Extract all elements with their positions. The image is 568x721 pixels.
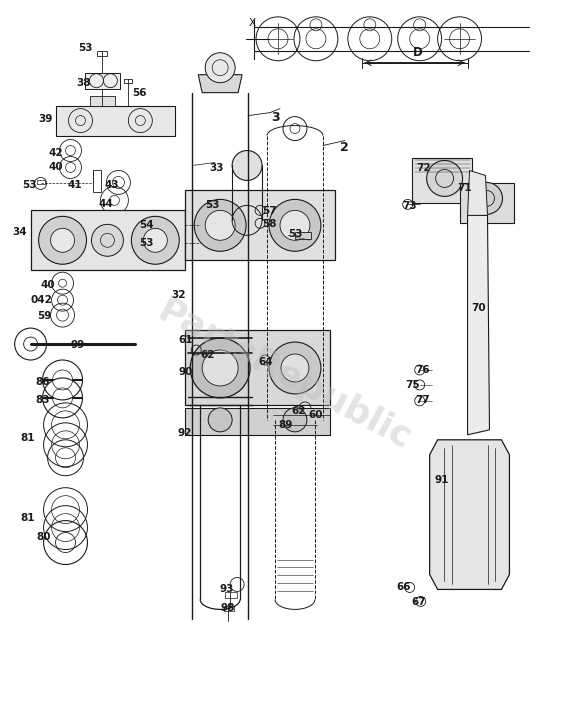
Text: 34: 34 [12, 227, 27, 237]
Circle shape [280, 211, 310, 240]
Text: 042: 042 [31, 295, 52, 305]
Text: 33: 33 [209, 164, 224, 174]
Polygon shape [429, 440, 509, 590]
Text: 64: 64 [258, 357, 273, 367]
Text: 83: 83 [36, 395, 50, 405]
Circle shape [51, 229, 74, 252]
Text: 92: 92 [177, 428, 191, 438]
Text: 54: 54 [139, 221, 154, 230]
Text: 75: 75 [406, 380, 420, 390]
Text: 89: 89 [278, 420, 293, 430]
Text: 70: 70 [471, 303, 486, 313]
Text: 81: 81 [20, 513, 35, 523]
Text: 99: 99 [70, 340, 85, 350]
Text: 53: 53 [139, 238, 154, 248]
Text: 60: 60 [308, 410, 323, 420]
Text: 56: 56 [132, 88, 147, 97]
Polygon shape [185, 408, 330, 435]
Circle shape [91, 224, 123, 256]
Text: 53: 53 [288, 229, 303, 239]
Text: 44: 44 [98, 200, 113, 209]
Text: 66: 66 [396, 583, 411, 593]
Text: 41: 41 [68, 180, 82, 190]
Text: 98: 98 [220, 603, 235, 614]
Circle shape [202, 350, 238, 386]
Text: 40: 40 [49, 162, 63, 172]
Text: 3: 3 [271, 111, 279, 124]
Text: 67: 67 [412, 598, 427, 607]
Text: 53: 53 [23, 180, 37, 190]
Bar [412, 159, 471, 203]
Text: 73: 73 [403, 201, 417, 211]
Bar [36, 180, 44, 185]
Circle shape [281, 354, 309, 382]
Text: X: X [249, 18, 256, 28]
Circle shape [39, 216, 86, 264]
Text: 77: 77 [416, 395, 431, 405]
Text: 59: 59 [37, 311, 52, 321]
Polygon shape [90, 96, 115, 105]
Bar [225, 593, 237, 598]
Circle shape [190, 338, 250, 398]
Text: 80: 80 [36, 531, 51, 541]
Text: 58: 58 [262, 219, 277, 229]
Text: PartsRepublic: PartsRepublic [151, 293, 417, 456]
Text: 2: 2 [340, 141, 349, 154]
Text: 40: 40 [40, 280, 55, 290]
Circle shape [269, 342, 321, 394]
Text: 57: 57 [262, 206, 277, 216]
Circle shape [194, 200, 246, 251]
Polygon shape [467, 216, 490, 435]
Circle shape [232, 151, 262, 180]
Bar [460, 183, 515, 224]
Text: 53: 53 [205, 200, 220, 211]
Text: D: D [413, 46, 423, 59]
Text: 93: 93 [219, 585, 233, 594]
Circle shape [205, 53, 235, 83]
Polygon shape [56, 105, 176, 136]
Bar [190, 240, 206, 247]
Bar [224, 606, 234, 611]
Polygon shape [185, 330, 330, 405]
Text: 71: 71 [458, 183, 472, 193]
Text: 53: 53 [78, 43, 93, 53]
Circle shape [143, 229, 168, 252]
Circle shape [131, 216, 179, 264]
Text: 86: 86 [36, 377, 50, 387]
Text: 43: 43 [105, 180, 119, 190]
Text: 90: 90 [178, 367, 193, 377]
Text: 72: 72 [417, 164, 431, 174]
Polygon shape [86, 73, 120, 89]
Bar [124, 79, 132, 83]
Text: 76: 76 [416, 365, 431, 375]
Bar [98, 50, 107, 56]
Text: 62: 62 [200, 350, 215, 360]
Circle shape [205, 211, 235, 240]
Circle shape [283, 408, 307, 432]
Text: 81: 81 [20, 433, 35, 443]
Polygon shape [185, 190, 335, 260]
Text: 42: 42 [49, 148, 63, 157]
Text: 61: 61 [178, 335, 193, 345]
Text: 32: 32 [172, 290, 186, 300]
Polygon shape [198, 75, 242, 93]
Text: 91: 91 [435, 474, 449, 485]
Text: 38: 38 [77, 78, 91, 88]
Polygon shape [31, 211, 185, 270]
Circle shape [427, 161, 462, 196]
Circle shape [208, 408, 232, 432]
Circle shape [470, 182, 503, 214]
Bar [190, 221, 208, 229]
Bar [94, 170, 102, 193]
Bar [295, 232, 311, 239]
Circle shape [269, 200, 321, 251]
Polygon shape [467, 170, 487, 216]
Text: 62: 62 [291, 406, 306, 416]
Text: 39: 39 [39, 114, 53, 123]
